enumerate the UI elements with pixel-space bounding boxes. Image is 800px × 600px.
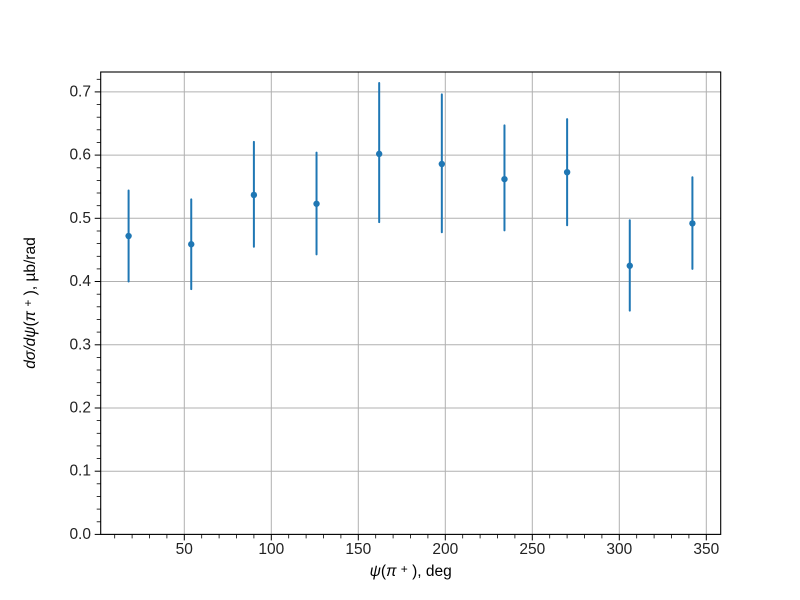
svg-text:250: 250 <box>519 541 545 558</box>
svg-text:dσ/dψ(π + ), µb/rad: dσ/dψ(π + ), µb/rad <box>21 237 39 368</box>
svg-text:0.5: 0.5 <box>69 210 91 227</box>
svg-text:0.3: 0.3 <box>69 336 91 353</box>
svg-text:100: 100 <box>258 541 284 558</box>
svg-text:50: 50 <box>176 541 194 558</box>
svg-text:0.1: 0.1 <box>69 463 91 480</box>
svg-text:0.0: 0.0 <box>69 526 91 543</box>
svg-text:0.6: 0.6 <box>69 147 91 164</box>
svg-text:0.7: 0.7 <box>69 83 91 100</box>
svg-text:ψ(π + ), deg: ψ(π + ), deg <box>370 562 452 580</box>
svg-text:0.2: 0.2 <box>69 400 91 417</box>
svg-text:150: 150 <box>345 541 371 558</box>
svg-text:350: 350 <box>693 541 719 558</box>
svg-text:200: 200 <box>432 541 458 558</box>
svg-text:300: 300 <box>606 541 632 558</box>
svg-text:0.4: 0.4 <box>69 273 91 290</box>
